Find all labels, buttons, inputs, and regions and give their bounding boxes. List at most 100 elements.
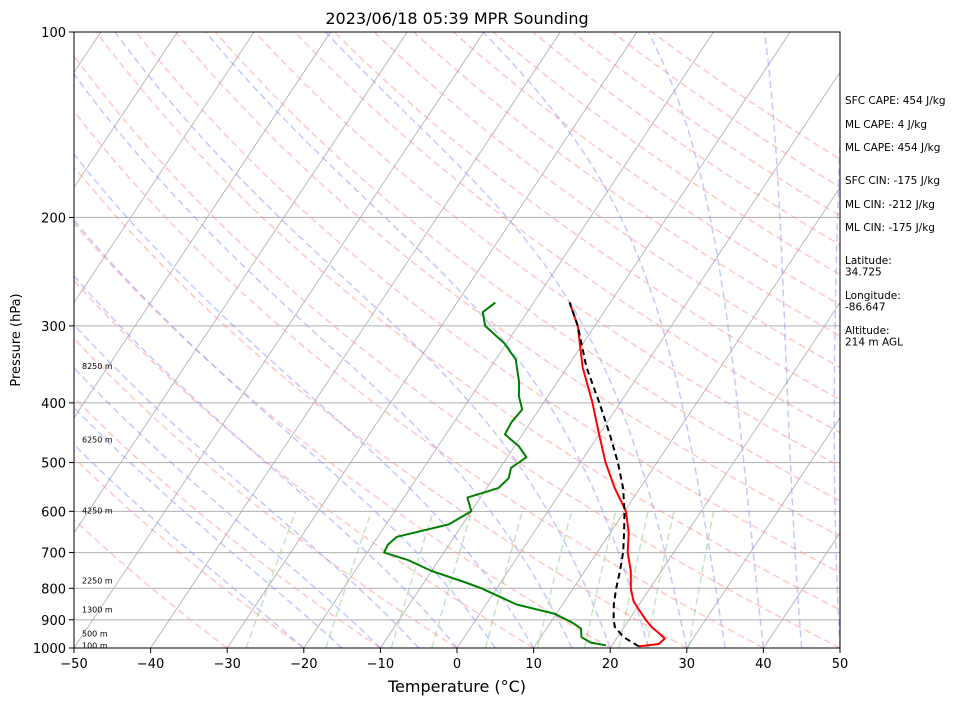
isotherm-lines [74,32,840,648]
dry-adiabat-line [96,32,840,611]
plot-area: 8250 m 6250 m 4250 m 2250 m 1300 m 500 m 100 m [74,32,840,650]
moist-adiabat-line [114,32,611,648]
moist-adiabat-line [204,32,650,648]
dry-adiabat-line [215,32,840,502]
moist-adiabat-line [74,153,535,648]
dry-adiabat-line [255,32,840,468]
parcel-path-trace [568,302,640,648]
dewpoint-trace [383,301,607,647]
sounding-index-label: ML CIN: -212 J/kg [845,199,935,211]
plot-frame [73,31,841,649]
dry-adiabat-line [572,32,840,217]
height-label: 6250 m [82,435,113,444]
y-tick-label: 700 [41,547,66,562]
x-tick-label: 40 [755,657,772,672]
sounding-index-label: ML CIN: -175 J/kg [845,222,935,234]
y-tick-label: 500 [41,457,66,472]
isotherm-line [456,71,840,648]
temperature-trace [568,302,666,648]
isotherm-line [74,32,408,534]
dry-adiabat-line [74,456,305,648]
dry-adiabat-line [74,279,534,648]
moist-adiabat-line [74,274,458,648]
x-axis-ticks: −50 −40 −30 −20 −10 0 10 20 30 40 50 [60,648,848,672]
y-tick-label: 600 [41,505,66,520]
height-label: 100 m [82,641,108,650]
dry-adiabat-line [74,337,458,648]
mixing-ratio-line [645,511,675,648]
isotherm-line [150,32,561,648]
isotherm-line [533,186,840,648]
height-label: 2250 m [82,577,113,586]
y-tick-label: 800 [41,582,66,597]
mixing-ratio-line [390,511,435,648]
sounding-index-label: Longitude: -86.647 [845,290,901,314]
isotherm-line [763,532,840,648]
sounding-index-label: SFC CIN: -175 J/kg [845,175,940,187]
moist-adiabat-line [763,32,803,648]
sounding-index-label: ML CAPE: 454 J/kg [845,142,940,154]
x-tick-label: 30 [679,657,696,672]
sounding-index-label: Altitude: 214 m AGL [845,325,903,349]
dry-adiabat-line [74,54,840,648]
isotherm-line [74,32,331,419]
moist-adiabat-line [74,72,573,648]
dry-adiabat-line [453,32,840,306]
mixing-ratio-line [583,511,617,648]
dry-adiabat-line [294,32,840,434]
x-tick-label: 20 [602,657,619,672]
isotherm-line [74,32,485,648]
height-label: 8250 m [82,362,113,371]
sounding-index-label: SFC CAPE: 454 J/kg [845,95,946,107]
dry-adiabat-line [374,32,840,369]
dry-adiabat-lines [74,32,840,648]
height-label: 4250 m [82,506,113,515]
x-tick-label: 10 [525,657,542,672]
mixing-ratio-line [536,511,573,648]
sounding-index-label: ML CAPE: 4 J/kg [845,119,927,131]
y-tick-label: 100 [41,26,66,41]
height-labels: 8250 m 6250 m 4250 m 2250 m 1300 m 500 m 100 m [82,362,113,650]
y-tick-label: 400 [41,397,66,412]
x-tick-label: −40 [137,657,164,672]
y-axis-label: Pressure (hPa) [9,293,24,386]
moist-adiabat-line [324,32,688,648]
isotherm-line [74,32,255,304]
x-axis-label: Temperature (°C) [387,677,526,696]
moist-adiabat-line [74,323,420,648]
moist-adiabat-lines [74,32,840,648]
x-tick-label: −10 [367,657,394,672]
sounding-indices: SFC CAPE: 454 J/kg ML CAPE: 4 J/kg ML CAPE… [845,95,946,349]
dry-adiabat-line [413,32,840,337]
y-tick-label: 200 [41,211,66,226]
dry-adiabat-line [493,32,840,276]
mixing-ratio-line [245,511,297,648]
height-label: 500 m [82,629,108,638]
x-tick-label: 50 [832,657,849,672]
dry-adiabat-line [74,110,764,648]
sounding-traces [383,301,666,648]
moist-adiabat-line [647,32,765,648]
sounding-index-label: Latitude: 34.725 [845,255,892,279]
y-tick-label: 900 [41,614,66,629]
mixing-ratio-line [687,511,715,648]
moist-adiabat-line [833,117,840,648]
moist-adiabat-line [74,443,305,648]
isotherm-line [226,32,638,648]
x-tick-label: 0 [453,657,461,672]
y-tick-label: 300 [41,320,66,335]
mixing-ratio-line [431,511,473,648]
dry-adiabat-line [334,32,840,401]
moist-adiabat-line [74,406,343,648]
isotherm-line [380,32,791,648]
dry-adiabat-line [74,165,688,648]
dry-adiabat-line [612,32,840,189]
x-tick-label: −30 [213,657,240,672]
isotherm-line [609,301,840,648]
isotherm-line [686,416,840,648]
chart-title: 2023/06/18 05:39 MPR Sounding [325,9,588,28]
y-axis-ticks: 1000 900 800 700 600 500 400 300 200 100 [33,26,74,657]
pressure-gridlines [74,32,840,648]
mixing-ratio-line [325,511,373,648]
